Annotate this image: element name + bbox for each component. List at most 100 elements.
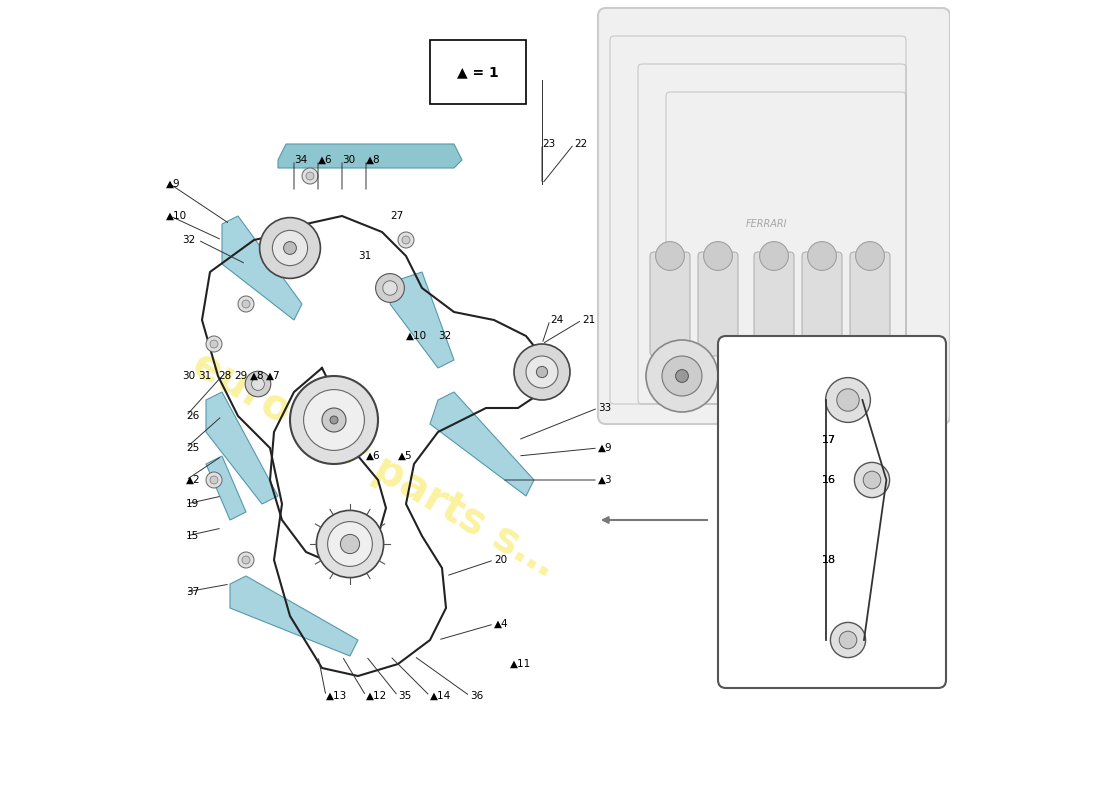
Circle shape	[245, 371, 271, 397]
Polygon shape	[206, 456, 246, 520]
FancyBboxPatch shape	[698, 252, 738, 356]
Text: ▲2: ▲2	[186, 475, 200, 485]
Text: ▲11: ▲11	[510, 659, 531, 669]
FancyBboxPatch shape	[598, 8, 950, 424]
Text: 33: 33	[598, 403, 612, 413]
Text: 19: 19	[186, 499, 199, 509]
Circle shape	[383, 281, 397, 295]
Text: ▲10: ▲10	[166, 211, 187, 221]
Text: ▲7: ▲7	[266, 371, 280, 381]
Text: 29: 29	[234, 371, 248, 381]
Circle shape	[260, 218, 320, 278]
Circle shape	[537, 366, 548, 378]
Text: 15: 15	[186, 531, 199, 541]
Circle shape	[210, 476, 218, 484]
Circle shape	[330, 416, 338, 424]
Text: 25: 25	[186, 443, 199, 453]
Text: ▲3: ▲3	[598, 475, 613, 485]
Text: 16: 16	[822, 475, 836, 485]
FancyBboxPatch shape	[430, 40, 526, 104]
Text: ▲9: ▲9	[598, 443, 613, 453]
Circle shape	[864, 471, 881, 489]
Text: 36: 36	[470, 691, 483, 701]
Polygon shape	[390, 272, 454, 368]
Polygon shape	[278, 144, 462, 168]
Text: ▲4: ▲4	[494, 619, 508, 629]
Polygon shape	[230, 576, 358, 656]
Circle shape	[328, 522, 373, 566]
Text: 26: 26	[186, 411, 199, 421]
Text: ▲8: ▲8	[250, 371, 265, 381]
Circle shape	[322, 408, 346, 432]
Text: 27: 27	[390, 211, 404, 221]
Text: 28: 28	[218, 371, 231, 381]
Polygon shape	[206, 392, 278, 504]
FancyBboxPatch shape	[718, 336, 946, 688]
Text: 30: 30	[342, 155, 355, 165]
Polygon shape	[222, 216, 302, 320]
Circle shape	[830, 622, 866, 658]
Circle shape	[826, 378, 870, 422]
Circle shape	[402, 236, 410, 244]
Text: 22: 22	[574, 139, 587, 149]
Circle shape	[242, 556, 250, 564]
Text: ▲9: ▲9	[166, 179, 180, 189]
Circle shape	[656, 242, 684, 270]
Circle shape	[514, 344, 570, 400]
Circle shape	[704, 242, 733, 270]
Circle shape	[646, 340, 718, 412]
FancyBboxPatch shape	[802, 252, 842, 356]
Circle shape	[837, 389, 859, 411]
Text: 35: 35	[398, 691, 411, 701]
Text: ▲10: ▲10	[406, 331, 427, 341]
Text: 24: 24	[550, 315, 563, 325]
Circle shape	[273, 230, 308, 266]
Circle shape	[760, 242, 789, 270]
Text: 32: 32	[438, 331, 451, 341]
Circle shape	[242, 300, 250, 308]
Circle shape	[206, 336, 222, 352]
Text: 17: 17	[822, 435, 836, 445]
Text: 31: 31	[358, 251, 372, 261]
Circle shape	[855, 462, 890, 498]
Text: 32: 32	[182, 235, 196, 245]
Text: ▲8: ▲8	[366, 155, 381, 165]
Circle shape	[839, 631, 857, 649]
Circle shape	[304, 390, 364, 450]
Text: 16: 16	[822, 475, 836, 485]
Circle shape	[306, 172, 313, 180]
Text: 18: 18	[822, 555, 836, 565]
FancyBboxPatch shape	[650, 252, 690, 356]
Text: ▲13: ▲13	[326, 691, 348, 701]
Text: 34: 34	[294, 155, 307, 165]
Text: 18: 18	[822, 555, 836, 565]
Circle shape	[375, 274, 405, 302]
Circle shape	[238, 552, 254, 568]
Text: 20: 20	[494, 555, 507, 565]
Circle shape	[675, 370, 689, 382]
Circle shape	[526, 356, 558, 388]
Circle shape	[662, 356, 702, 396]
Circle shape	[210, 340, 218, 348]
Circle shape	[317, 510, 384, 578]
Text: ▲5: ▲5	[398, 451, 412, 461]
Text: 23: 23	[542, 139, 556, 149]
Polygon shape	[430, 392, 534, 496]
FancyBboxPatch shape	[850, 252, 890, 356]
FancyBboxPatch shape	[754, 252, 794, 356]
Circle shape	[340, 534, 360, 554]
Text: 30: 30	[182, 371, 195, 381]
Circle shape	[290, 376, 378, 464]
Text: ▲6: ▲6	[318, 155, 332, 165]
Text: 37: 37	[186, 587, 199, 597]
Circle shape	[238, 296, 254, 312]
Circle shape	[807, 242, 836, 270]
Circle shape	[284, 242, 296, 254]
Text: ▲14: ▲14	[430, 691, 451, 701]
Text: 31: 31	[198, 371, 211, 381]
Text: FERRARI: FERRARI	[746, 219, 786, 229]
Circle shape	[398, 232, 414, 248]
Circle shape	[252, 378, 264, 390]
Circle shape	[302, 168, 318, 184]
Text: 17: 17	[822, 435, 836, 445]
